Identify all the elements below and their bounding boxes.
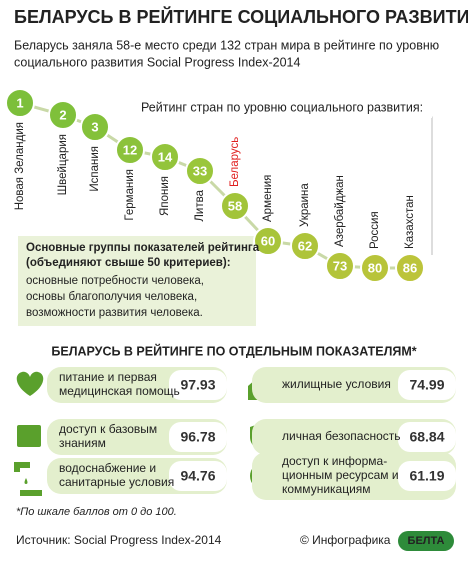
ranking-label-bg — [136, 98, 432, 118]
country-name: Испания — [89, 146, 101, 192]
indicator-label: личная безопасность — [282, 429, 401, 443]
groups-title: (объединяют свыше 50 критериев): — [26, 257, 231, 269]
rank-circle — [48, 100, 78, 130]
country-name: Украина — [299, 183, 311, 227]
country-name: Россия — [369, 211, 381, 249]
rank-number: 60 — [261, 233, 275, 248]
bracket — [140, 116, 433, 255]
score-box — [169, 461, 227, 491]
logo: БЕЛТА — [408, 535, 445, 547]
groups-box — [18, 236, 256, 326]
score-box — [169, 422, 227, 452]
score-box — [398, 422, 456, 452]
indicators-title: БЕЛАРУСЬ В РЕЙТИНГЕ ПО ОТДЕЛЬНЫМ ПОКАЗАТ… — [51, 343, 416, 358]
rank-number: 33 — [193, 163, 207, 178]
rank-circle — [220, 191, 250, 221]
indicator-label: ционным ресурсам и — [282, 468, 399, 482]
country-name: Швейцария — [57, 134, 69, 195]
groups-item: основы благополучия человека, — [26, 291, 197, 303]
icon-book — [17, 425, 41, 447]
indicator-label: медицинская помощь — [59, 384, 180, 398]
score-box — [169, 370, 227, 400]
rank-circle — [360, 253, 390, 283]
score-box — [398, 370, 456, 400]
rank-circle — [185, 156, 215, 186]
country-name: Литва — [194, 189, 206, 221]
icon-tap — [14, 462, 42, 496]
groups-item: основные потребности человека, — [26, 275, 204, 287]
rank-circle — [290, 231, 320, 261]
indicator-score: 74.99 — [409, 377, 444, 393]
logo-bg — [398, 531, 454, 551]
country-name: Казахстан — [404, 195, 416, 249]
country-name: Япония — [159, 176, 171, 216]
rank-number: 73 — [333, 258, 347, 273]
subtitle: Беларусь заняла 58-е место среди 132 стр… — [14, 38, 439, 52]
rank-circle — [325, 251, 355, 281]
rank-circle — [253, 226, 283, 256]
title: БЕЛАРУСЬ В РЕЙТИНГЕ СОЦИАЛЬНОГО РАЗВИТИЯ — [14, 6, 468, 27]
ranking-label: Рейтинг стран по уровню социального разв… — [141, 100, 423, 114]
icon-heart — [16, 371, 44, 396]
indicator-label: санитарные условия — [59, 475, 174, 489]
rank-circle — [395, 253, 425, 283]
indicator-score: 94.76 — [180, 468, 215, 484]
groups-title: Основные группы показателей рейтинга — [26, 242, 260, 254]
rank-number: 62 — [298, 238, 312, 253]
subtitle: социального развития Social Progress Ind… — [14, 55, 300, 69]
country-name: Беларусь — [229, 137, 241, 187]
indicator-label: доступ к информа- — [282, 454, 387, 468]
country-name: Армения — [262, 175, 274, 222]
indicator-score: 97.93 — [180, 377, 215, 393]
score-box — [398, 461, 456, 491]
groups-item: возможности развития человека. — [26, 307, 203, 319]
indicator-label: жилищные условия — [282, 377, 391, 391]
rank-number: 12 — [123, 142, 137, 157]
rank-number: 86 — [403, 260, 417, 275]
footnote: *По шкале баллов от 0 до 100. — [16, 506, 177, 518]
rank-circle — [150, 142, 180, 172]
indicator-label: знаниям — [59, 436, 106, 450]
rank-circle — [80, 112, 110, 142]
country-name: Германия — [124, 169, 136, 221]
country-name: Новая Зеландия — [14, 122, 26, 210]
rank-number: 3 — [91, 119, 98, 134]
indicator-score: 96.78 — [180, 429, 215, 445]
rank-circle — [115, 135, 145, 165]
indicator-label: питание и первая — [59, 370, 157, 384]
source: Источник: Social Progress Index-2014 — [16, 533, 222, 547]
indicator-score: 68.84 — [409, 429, 444, 445]
rank-number: 14 — [158, 149, 173, 164]
rank-number: 80 — [368, 260, 382, 275]
indicator-score: 61.19 — [409, 468, 444, 484]
indicator-label: водоснабжение и — [59, 461, 156, 475]
rank-number: 1 — [16, 95, 23, 110]
indicator-label: коммуникациям — [282, 482, 371, 496]
indicator-label: доступ к базовым — [59, 422, 157, 436]
rank-number: 58 — [228, 198, 242, 213]
country-name: Азербайджан — [334, 175, 346, 247]
credit: © Инфографика — [300, 533, 391, 547]
rank-circle — [5, 88, 35, 118]
rank-number: 2 — [59, 107, 66, 122]
